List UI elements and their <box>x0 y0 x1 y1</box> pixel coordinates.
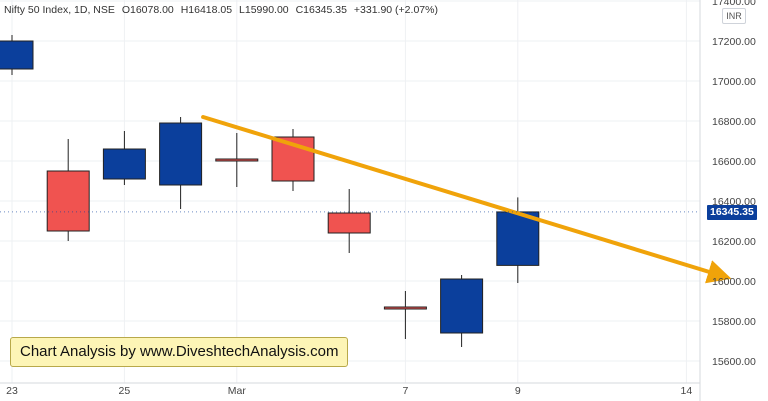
candle-body <box>159 122 203 186</box>
candle-body <box>46 170 90 232</box>
trendline-arrow <box>201 115 732 284</box>
high-value: H16418.05 <box>180 4 233 16</box>
change-value: +331.90 (+2.07%) <box>353 4 438 16</box>
candle-body <box>496 211 540 266</box>
x-tick-label: 9 <box>515 385 521 397</box>
y-tick-label: 15800.00 <box>712 316 756 328</box>
y-tick-label: 16800.00 <box>712 116 756 128</box>
candle-body <box>102 148 146 180</box>
close-value: C16345.35 <box>295 4 347 16</box>
watermark-label: Chart Analysis by www.DiveshtechAnalysis… <box>10 337 349 367</box>
candle-body <box>327 212 371 234</box>
symbol-label: Nifty 50 Index, 1D, NSE <box>4 4 115 16</box>
candle-body <box>440 278 484 334</box>
ohlc-header: Nifty 50 Index, 1D, NSE O16078.00 H16418… <box>4 4 442 16</box>
x-tick-label: 23 <box>6 385 18 397</box>
y-tick-label: 16600.00 <box>712 156 756 168</box>
candle-body <box>0 40 34 70</box>
x-tick-label: Mar <box>228 385 247 397</box>
open-value: O16078.00 <box>121 4 174 16</box>
candle-body <box>215 158 259 162</box>
low-value: L15990.00 <box>239 4 289 16</box>
y-tick-label: 16000.00 <box>712 276 756 288</box>
x-tick-label: 7 <box>402 385 408 397</box>
y-tick-label: 16200.00 <box>712 236 756 248</box>
y-tick-label: 15600.00 <box>712 356 756 368</box>
candle-body <box>383 306 427 310</box>
x-tick-label: 25 <box>119 385 131 397</box>
y-tick-label: 17400.00 <box>712 0 756 8</box>
currency-button[interactable]: INR <box>722 8 746 24</box>
y-tick-label: 17200.00 <box>712 36 756 48</box>
last-price-badge: 16345.35 <box>707 205 757 220</box>
x-tick-label: 14 <box>681 385 693 397</box>
y-tick-label: 17000.00 <box>712 76 756 88</box>
